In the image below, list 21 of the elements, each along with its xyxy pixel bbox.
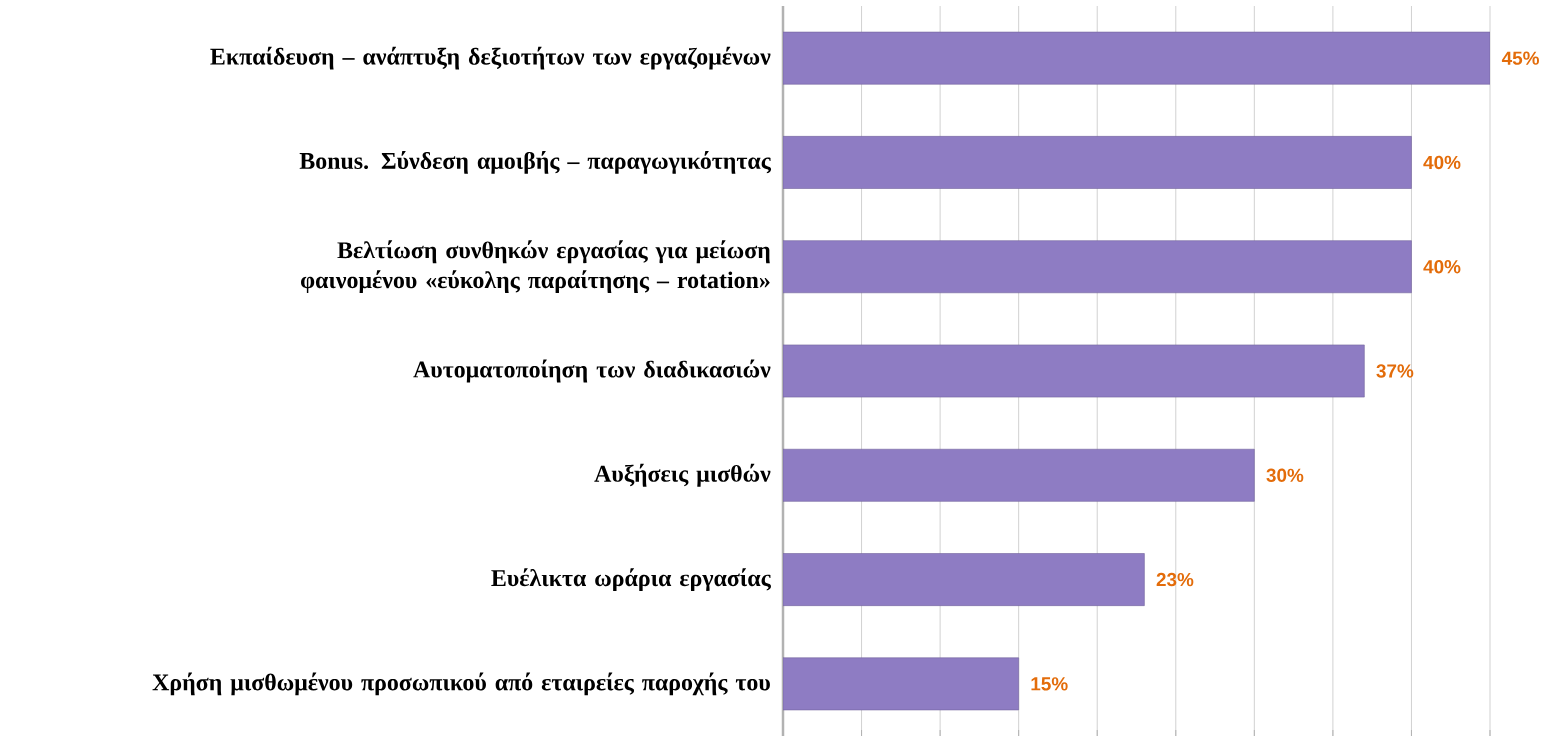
data-label: 15%	[1031, 677, 1068, 691]
y-tick-label: Εκπαίδευση – ανάπτυξη δεξιοτήτων των εργαζομένων	[210, 46, 771, 70]
data-label: 37%	[1376, 364, 1414, 378]
y-tick-label: Ευέλικτα ωράρια εργασίας	[491, 568, 771, 592]
data-label: 40%	[1423, 260, 1461, 274]
bar	[783, 344, 1365, 398]
bar	[783, 553, 1145, 606]
bar	[783, 136, 1412, 189]
y-tick-label: Χρήση μισθωμένου προσωπικού από εταιρείες παροχής του	[152, 672, 770, 696]
y-tick-label: Βελτίωση συνθηκών εργασίας για μείωση φαινομένου «εύκολης παραίτησης – rotation»	[301, 240, 770, 294]
bar	[783, 240, 1412, 294]
data-label: 23%	[1156, 572, 1194, 587]
bar	[783, 448, 1255, 502]
y-tick-label: Αυξήσεις μισθών	[594, 463, 771, 487]
data-label: 30%	[1266, 468, 1304, 483]
bar	[783, 31, 1491, 85]
y-tick-label: Bonus. Σύνδεση αμοιβής – παραγωγικότητας	[299, 151, 772, 174]
data-label: 40%	[1423, 155, 1461, 170]
y-tick-label: Αυτοματοποίηση των διαδικασιών	[413, 359, 771, 383]
bar	[783, 657, 1019, 711]
data-label: 45%	[1501, 51, 1539, 65]
